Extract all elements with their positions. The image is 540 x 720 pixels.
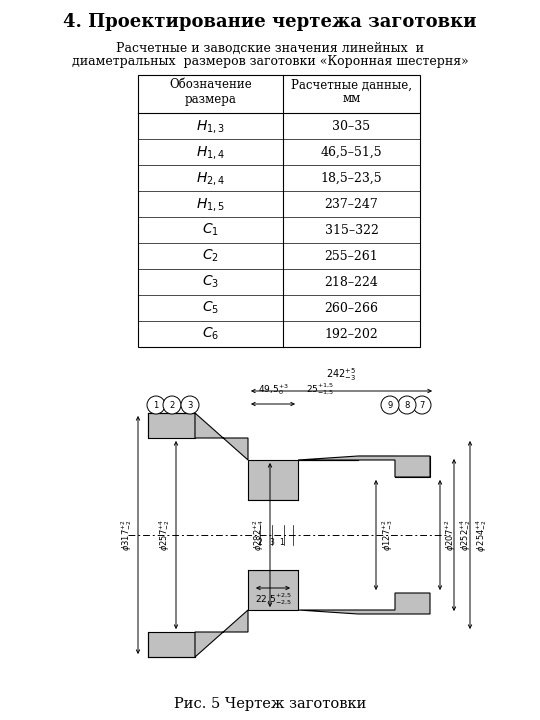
- Text: Расчетные и заводские значения линейных  и: Расчетные и заводские значения линейных …: [116, 42, 424, 55]
- Text: 192–202: 192–202: [325, 328, 379, 341]
- Polygon shape: [148, 632, 195, 657]
- Text: 30–35: 30–35: [333, 120, 370, 132]
- Polygon shape: [298, 593, 430, 614]
- Text: 4. Проектирование чертежа заготовки: 4. Проектирование чертежа заготовки: [63, 13, 477, 31]
- Text: 7: 7: [420, 400, 424, 410]
- Circle shape: [398, 396, 416, 414]
- Text: Обозначение: Обозначение: [169, 78, 252, 91]
- Polygon shape: [195, 610, 248, 657]
- Text: 46,5–51,5: 46,5–51,5: [321, 145, 382, 158]
- Circle shape: [413, 396, 431, 414]
- Polygon shape: [248, 460, 298, 500]
- Bar: [138, 75, 420, 347]
- Text: $\mathit{H}_{1,3}$: $\mathit{H}_{1,3}$: [196, 117, 225, 135]
- Text: $\phi252^{+4}_{-2}$: $\phi252^{+4}_{-2}$: [458, 519, 473, 551]
- Text: $\phi207^{+2}$: $\phi207^{+2}$: [444, 519, 458, 551]
- Text: $22{,}5^{+2{,}5}_{-2{,}5}$: $22{,}5^{+2{,}5}_{-2{,}5}$: [254, 592, 292, 608]
- Text: $\phi\,254^{+4}_{-2}$: $\phi\,254^{+4}_{-2}$: [474, 518, 489, 552]
- Text: $25^{+1{,}5}_{-1{,}5}$: $25^{+1{,}5}_{-1{,}5}$: [306, 382, 334, 397]
- Text: 9: 9: [387, 400, 393, 410]
- Polygon shape: [148, 413, 195, 438]
- Text: $C_2$: $C_2$: [202, 248, 219, 264]
- Polygon shape: [195, 413, 248, 460]
- Text: 237–247: 237–247: [325, 197, 379, 210]
- Text: $49{,}5^{+3}_{0}$: $49{,}5^{+3}_{0}$: [258, 382, 288, 397]
- Text: 2: 2: [170, 400, 174, 410]
- Text: 3: 3: [187, 400, 193, 410]
- Text: 8: 8: [404, 400, 410, 410]
- Text: $\mathit{H}_{1,5}$: $\mathit{H}_{1,5}$: [196, 196, 225, 212]
- Text: 218–224: 218–224: [325, 276, 379, 289]
- Text: $C_1$: $C_1$: [202, 222, 219, 238]
- Text: 2: 2: [258, 538, 262, 547]
- Text: $C_6$: $C_6$: [202, 325, 219, 342]
- Text: 1: 1: [280, 538, 285, 547]
- Text: Рис. 5 Чертеж заготовки: Рис. 5 Чертеж заготовки: [174, 697, 366, 711]
- Text: $\phi282^{+2}_{-4}$: $\phi282^{+2}_{-4}$: [251, 519, 266, 551]
- Text: мм: мм: [342, 92, 361, 106]
- Text: $\phi127^{+2}_{-3}$: $\phi127^{+2}_{-3}$: [380, 519, 395, 551]
- Text: $\phi317^{+2}_{-2}$: $\phi317^{+2}_{-2}$: [119, 519, 134, 551]
- Text: 260–266: 260–266: [325, 302, 379, 315]
- Text: размера: размера: [185, 92, 237, 106]
- Text: $C_5$: $C_5$: [202, 300, 219, 316]
- Circle shape: [163, 396, 181, 414]
- Text: Расчетные данные,: Расчетные данные,: [291, 78, 412, 91]
- Circle shape: [381, 396, 399, 414]
- Text: 3: 3: [269, 538, 274, 547]
- Circle shape: [147, 396, 165, 414]
- Text: 1: 1: [153, 400, 159, 410]
- Text: $242^{+5}_{-3}$: $242^{+5}_{-3}$: [326, 366, 356, 383]
- Text: $\mathit{H}_{1,4}$: $\mathit{H}_{1,4}$: [196, 143, 225, 161]
- Polygon shape: [298, 456, 430, 477]
- Text: $\mathit{H}_{2,4}$: $\mathit{H}_{2,4}$: [196, 169, 225, 186]
- Polygon shape: [248, 570, 298, 610]
- Text: диаметральных  размеров заготовки «Коронная шестерня»: диаметральных размеров заготовки «Коронн…: [72, 55, 468, 68]
- Text: $C_3$: $C_3$: [202, 274, 219, 290]
- Text: $\phi257^{+4}_{-2}$: $\phi257^{+4}_{-2}$: [157, 519, 172, 551]
- Text: 315–322: 315–322: [325, 223, 379, 236]
- Bar: [248, 500, 298, 570]
- Text: 255–261: 255–261: [325, 250, 379, 263]
- Circle shape: [181, 396, 199, 414]
- Text: 18,5–23,5: 18,5–23,5: [321, 171, 382, 184]
- Polygon shape: [298, 456, 430, 477]
